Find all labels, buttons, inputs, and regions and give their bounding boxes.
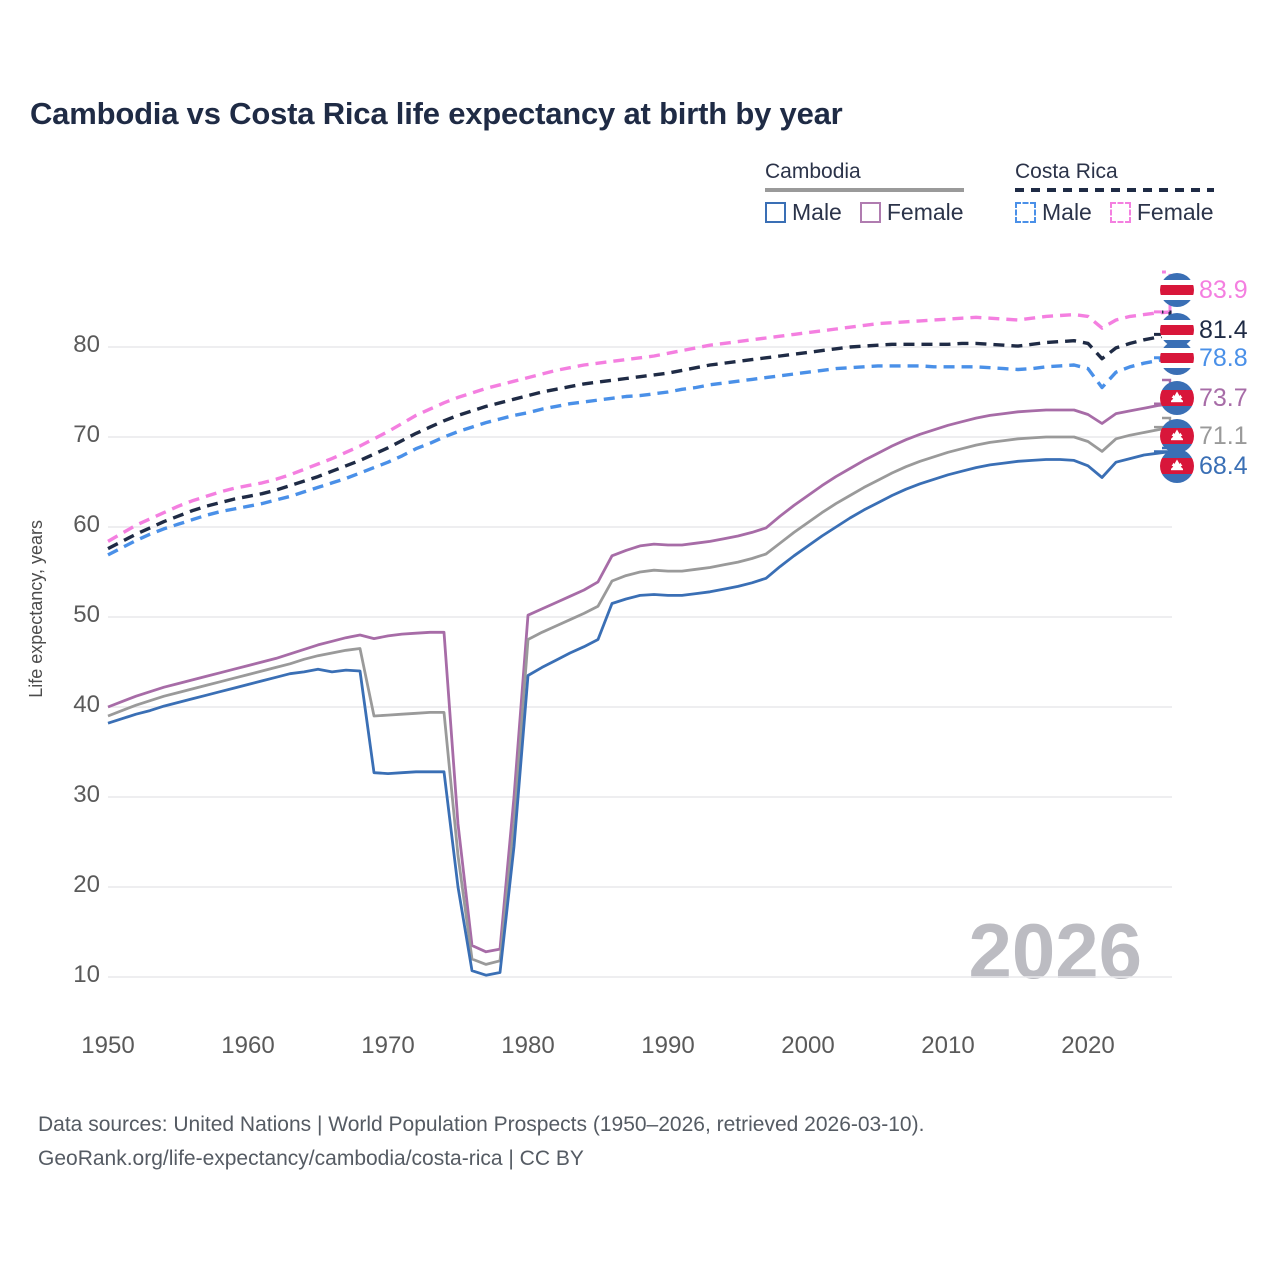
y-axis-tick-label: 20	[73, 871, 100, 898]
legend-group-cambodia: Cambodia Male Female	[765, 160, 964, 226]
cambodia-flag-icon	[1160, 449, 1194, 483]
legend-rule-dashed	[1015, 188, 1214, 192]
chart-title: Cambodia vs Costa Rica life expectancy a…	[30, 96, 843, 131]
footer-line-sources: Data sources: United Nations | World Pop…	[38, 1113, 925, 1136]
series-line	[107, 310, 1173, 543]
y-axis-tick-label: 10	[73, 961, 100, 988]
legend-swatch-icon	[1109, 202, 1131, 223]
end-label-value: 81.4	[1199, 315, 1248, 344]
legend-swatch-icon	[765, 202, 786, 223]
series-line	[107, 402, 1173, 954]
end-label-value: 68.4	[1199, 451, 1248, 480]
legend-item-label: Male	[1042, 199, 1092, 225]
legend-item-cambodia-male[interactable]: Male	[765, 199, 842, 226]
footer-line-attribution: GeoRank.org/life-expectancy/cambodia/cos…	[38, 1147, 584, 1171]
chart-footer: Data sources: United Nations | World Pop…	[38, 1108, 924, 1176]
x-axis-tick-label: 1990	[641, 1032, 695, 1059]
x-axis-tick-label: 2020	[1061, 1032, 1115, 1059]
legend-item-costa-rica-female[interactable]: Female	[1109, 199, 1214, 226]
y-axis-tick-label: 80	[73, 331, 100, 358]
costa-rica-flag-icon	[1160, 273, 1194, 307]
y-axis-tick-label: 30	[73, 781, 100, 808]
series-line	[107, 425, 1173, 966]
cambodia-flag-icon	[1160, 381, 1194, 415]
end-label-value: 78.8	[1199, 343, 1248, 372]
y-axis-tick-label: 40	[73, 691, 100, 718]
end-label-row: 73.7	[1160, 380, 1248, 416]
end-label-row: 68.4	[1160, 448, 1248, 484]
gridlines	[108, 346, 1172, 978]
series-line	[107, 332, 1173, 551]
legend-heading-costa-rica: Costa Rica	[1015, 160, 1118, 183]
x-axis-tick-label: 1980	[501, 1032, 555, 1059]
x-axis-tick-label: 1970	[361, 1032, 415, 1059]
legend-item-cambodia-female[interactable]: Female	[859, 199, 964, 226]
y-axis-tick-label: 60	[73, 511, 100, 538]
y-axis-tick-label: 50	[73, 601, 100, 628]
end-label-row: 71.1	[1160, 418, 1248, 454]
x-axis-tick-label: 1960	[221, 1032, 275, 1059]
series-line	[107, 450, 1173, 977]
end-label-value: 83.9	[1199, 275, 1248, 304]
legend-heading-cambodia: Cambodia	[765, 160, 861, 183]
cambodia-flag-icon	[1160, 419, 1194, 453]
legend-group-costa-rica: Costa Rica Male Female	[1015, 160, 1214, 226]
end-label-row: 81.4	[1160, 312, 1248, 348]
legend-item-label: Female	[886, 199, 964, 225]
end-label-value: 71.1	[1199, 421, 1248, 450]
end-label-row: 78.8	[1160, 340, 1248, 376]
series-line	[107, 356, 1173, 557]
legend-item-label: Female	[1136, 199, 1214, 225]
legend-item-label: Male	[792, 199, 842, 225]
chart-legend: Cambodia Male Female Costa Rica Male	[760, 160, 1250, 240]
x-axis-tick-label: 2010	[921, 1032, 975, 1059]
x-axis-tick-label: 2000	[781, 1032, 835, 1059]
end-label-row: 83.9	[1160, 272, 1248, 308]
legend-swatch-icon	[859, 202, 881, 223]
legend-swatch-icon	[1015, 202, 1036, 223]
y-axis-tick-label: 70	[73, 421, 100, 448]
costa-rica-flag-icon	[1160, 341, 1194, 375]
legend-rule-solid	[765, 188, 964, 192]
legend-item-costa-rica-male[interactable]: Male	[1015, 199, 1092, 226]
end-label-value: 73.7	[1199, 383, 1248, 412]
year-watermark: 2026	[968, 907, 1142, 995]
series-lines	[107, 310, 1173, 977]
x-axis-tick-label: 1950	[81, 1032, 135, 1059]
